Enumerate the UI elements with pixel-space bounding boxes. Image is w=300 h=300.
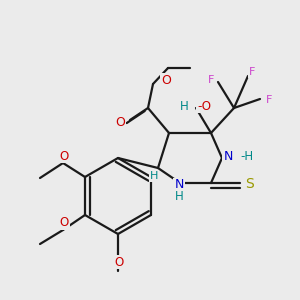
Text: F: F (249, 67, 255, 77)
Text: H: H (175, 190, 183, 203)
Text: -H: -H (240, 151, 253, 164)
Text: O: O (161, 74, 171, 86)
Text: O: O (115, 116, 125, 128)
Text: O: O (59, 217, 69, 230)
Text: F: F (208, 75, 214, 85)
Text: -O: -O (197, 100, 211, 112)
Text: O: O (114, 256, 124, 268)
Text: N: N (223, 151, 233, 164)
Text: S: S (246, 177, 254, 191)
Text: H: H (150, 171, 158, 181)
Text: O: O (59, 149, 69, 163)
Text: H: H (180, 100, 188, 112)
Text: F: F (266, 95, 272, 105)
Text: N: N (174, 178, 184, 191)
